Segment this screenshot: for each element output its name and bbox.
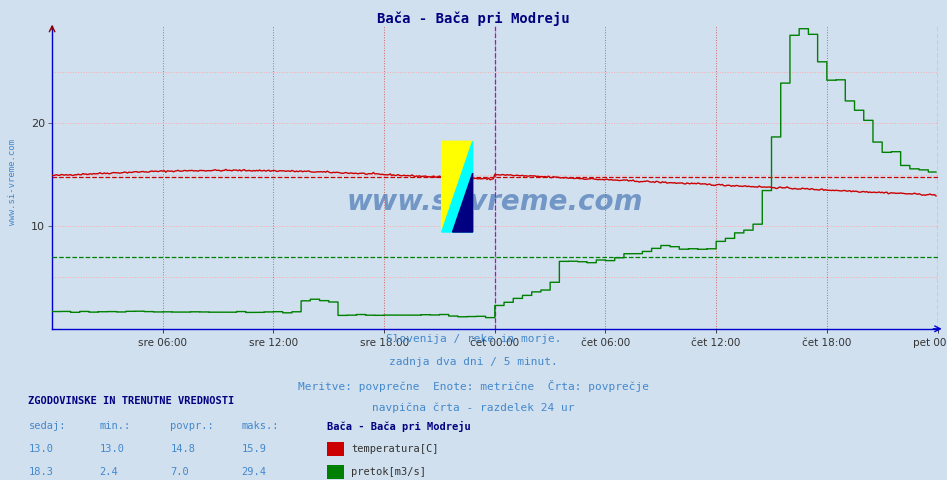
Text: 13.0: 13.0 <box>99 444 124 454</box>
Text: Slovenija / reke in morje.: Slovenija / reke in morje. <box>385 334 562 344</box>
Text: Bača - Bača pri Modreju: Bača - Bača pri Modreju <box>327 421 471 432</box>
Text: 2.4: 2.4 <box>99 467 118 477</box>
Text: Meritve: povprečne  Enote: metrične  Črta: povprečje: Meritve: povprečne Enote: metrične Črta:… <box>298 380 649 392</box>
Text: 29.4: 29.4 <box>241 467 266 477</box>
Text: 15.9: 15.9 <box>241 444 266 454</box>
Text: 7.0: 7.0 <box>170 467 189 477</box>
Polygon shape <box>441 141 473 232</box>
Text: pretok[m3/s]: pretok[m3/s] <box>351 467 426 477</box>
Text: www.si-vreme.com: www.si-vreme.com <box>8 139 17 226</box>
Text: min.:: min.: <box>99 421 131 431</box>
Text: povpr.:: povpr.: <box>170 421 214 431</box>
Polygon shape <box>441 141 473 232</box>
Text: Bača - Bača pri Modreju: Bača - Bača pri Modreju <box>377 12 570 26</box>
Text: 13.0: 13.0 <box>28 444 53 454</box>
Text: sedaj:: sedaj: <box>28 421 66 431</box>
Text: navpična črta - razdelek 24 ur: navpična črta - razdelek 24 ur <box>372 403 575 413</box>
Text: zadnja dva dni / 5 minut.: zadnja dva dni / 5 minut. <box>389 357 558 367</box>
Text: www.si-vreme.com: www.si-vreme.com <box>347 188 643 216</box>
Text: 18.3: 18.3 <box>28 467 53 477</box>
Text: 14.8: 14.8 <box>170 444 195 454</box>
Text: maks.:: maks.: <box>241 421 279 431</box>
Text: temperatura[C]: temperatura[C] <box>351 444 438 454</box>
Text: ZGODOVINSKE IN TRENUTNE VREDNOSTI: ZGODOVINSKE IN TRENUTNE VREDNOSTI <box>28 396 235 406</box>
Polygon shape <box>453 173 473 232</box>
